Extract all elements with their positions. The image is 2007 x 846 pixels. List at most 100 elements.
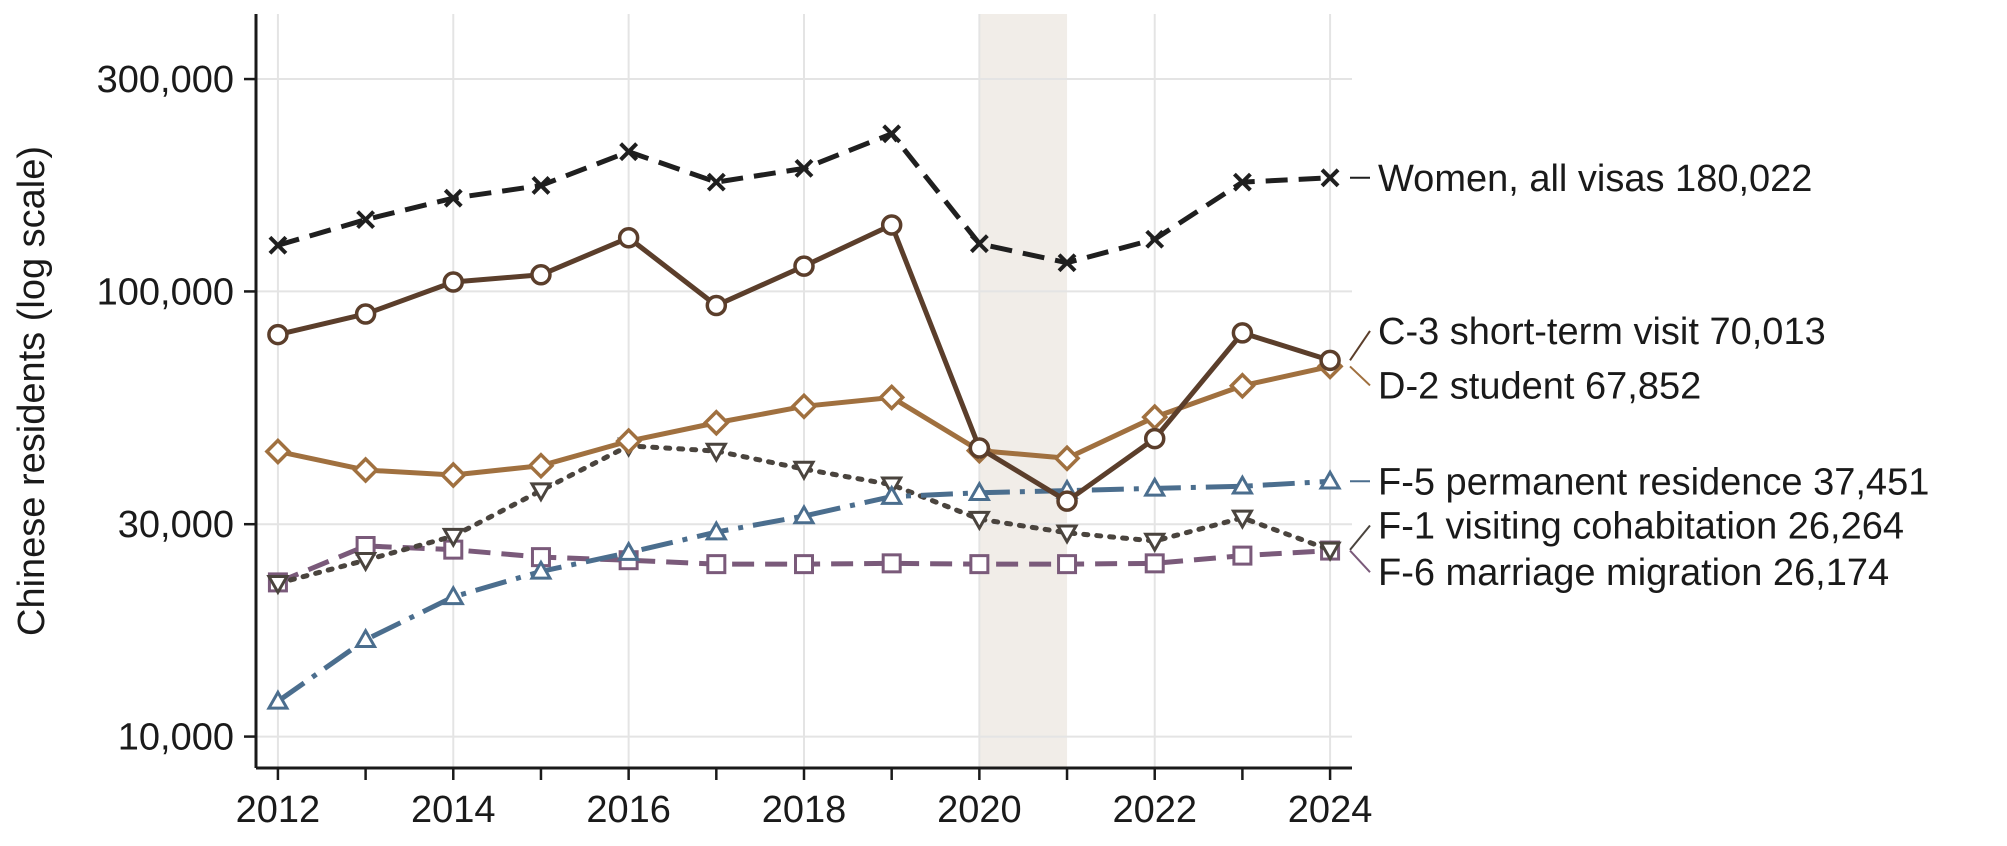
data-point-marker <box>529 482 553 503</box>
data-point-marker <box>1232 172 1252 192</box>
data-point-marker <box>530 264 552 286</box>
data-point-marker <box>443 188 463 208</box>
data-point-marker <box>880 484 904 505</box>
data-point-marker <box>354 551 378 573</box>
data-point-marker <box>441 527 465 549</box>
leader-line-c-3-short-term-visit <box>1349 330 1371 361</box>
data-point-marker <box>1230 509 1254 530</box>
data-point-marker <box>967 480 991 501</box>
data-point-marker <box>1319 349 1341 372</box>
data-point-marker <box>792 503 816 525</box>
data-point-marker <box>1145 229 1165 249</box>
data-point-marker <box>1057 554 1078 575</box>
data-point-marker <box>878 383 906 411</box>
axes: 2012 2014 2016 2018 2020 2022 2024 10,000 30,000… <box>97 14 1373 831</box>
x-tick-label: 2022 <box>1112 789 1197 831</box>
data-point-marker <box>1318 541 1342 562</box>
y-tick-label: 10,000 <box>118 717 234 759</box>
data-point-marker <box>1230 474 1254 495</box>
data-point-marker <box>1053 444 1081 472</box>
series-f-6-marriage-migration <box>267 535 1341 593</box>
data-point-marker <box>1228 372 1256 400</box>
series-layer <box>264 124 1344 710</box>
data-point-marker <box>264 437 292 465</box>
data-point-marker <box>1143 532 1167 554</box>
end-label-f-6-marriage-migration: F-6 marriage migration 26,174 <box>1378 552 1889 594</box>
x-tick-label: 2014 <box>411 789 496 831</box>
data-point-marker <box>619 142 639 162</box>
data-point-marker <box>1143 476 1167 497</box>
data-point-marker <box>705 294 728 317</box>
data-point-marker <box>969 554 990 575</box>
data-point-marker <box>706 172 726 192</box>
end-label-f-5-permanent-residence: F-5 permanent residence 37,451 <box>1378 461 1929 503</box>
data-point-marker <box>355 535 376 556</box>
data-point-marker <box>1057 253 1077 273</box>
series-women-all-visas <box>268 124 1340 273</box>
end-label-d-2-student: D-2 student 67,852 <box>1378 365 1701 407</box>
data-point-marker <box>442 271 465 293</box>
data-point-marker <box>794 158 814 178</box>
data-point-marker <box>967 510 991 532</box>
y-axis-title: Chinese residents (log scale) <box>11 146 53 636</box>
data-point-marker <box>267 323 289 346</box>
end-label-women-all-visas: Women, all visas 180,022 <box>1378 158 1812 200</box>
y-tick-label: 100,000 <box>97 271 234 313</box>
data-point-marker <box>881 553 902 574</box>
data-point-marker <box>702 409 730 437</box>
data-point-marker <box>1318 469 1342 490</box>
data-point-marker <box>1231 322 1254 344</box>
end-label-c-3-short-term-visit: C-3 short-term visit 70,013 <box>1378 311 1826 353</box>
y-tick-label: 300,000 <box>97 59 234 101</box>
data-point-marker <box>704 520 728 541</box>
shaded-period-band <box>979 14 1068 768</box>
data-point-marker <box>1055 524 1079 545</box>
data-point-marker <box>792 460 816 482</box>
data-point-marker <box>1320 168 1340 188</box>
data-point-marker <box>356 210 376 230</box>
data-point-marker <box>615 427 643 455</box>
data-point-marker <box>266 575 290 596</box>
data-point-marker <box>531 176 551 195</box>
data-point-marker <box>354 303 377 325</box>
x-tick-label: 2024 <box>1288 789 1373 831</box>
data-point-marker <box>706 554 727 575</box>
data-point-marker <box>1143 427 1166 450</box>
x-tick-label: 2020 <box>937 789 1022 831</box>
end-label-f-1-visiting-cohabitation: F-1 visiting cohabitation 26,264 <box>1378 505 1904 547</box>
data-point-marker <box>529 559 553 580</box>
data-point-marker <box>617 227 640 249</box>
data-point-marker <box>794 554 814 575</box>
data-point-marker <box>880 214 903 236</box>
data-point-marker <box>790 392 818 420</box>
series-c-3-short-term-visit <box>267 214 1341 512</box>
data-point-marker <box>968 437 991 459</box>
data-point-marker <box>527 452 555 480</box>
leader-line-d-2-student <box>1349 365 1371 387</box>
end-labels: Women, all visas 180,022 C-3 short-term v… <box>1349 158 1929 594</box>
series-d-2-student <box>264 352 1344 489</box>
data-point-marker <box>1056 490 1078 512</box>
data-point-marker <box>439 461 467 489</box>
leader-line-f-1-visiting-cohabitation <box>1349 524 1371 551</box>
data-point-marker <box>1232 545 1253 566</box>
x-tick-label: 2018 <box>762 789 847 831</box>
x-tick-label: 2016 <box>586 789 671 831</box>
data-point-marker <box>617 540 641 561</box>
data-point-marker <box>1141 403 1169 431</box>
data-point-marker <box>441 584 465 606</box>
grid <box>256 14 1352 768</box>
data-point-marker <box>882 124 902 144</box>
series-f-1-visiting-cohabitation <box>266 437 1342 596</box>
data-point-marker <box>1144 553 1165 574</box>
data-point-marker <box>268 235 288 255</box>
data-point-marker <box>266 689 290 710</box>
leader-line-f-6-marriage-migration <box>1349 549 1371 573</box>
data-point-marker <box>704 442 728 464</box>
data-point-marker <box>352 456 380 484</box>
x-tick-label: 2012 <box>236 789 321 831</box>
data-point-marker <box>969 234 989 254</box>
data-point-marker <box>354 627 378 649</box>
y-tick-label: 30,000 <box>118 504 234 546</box>
